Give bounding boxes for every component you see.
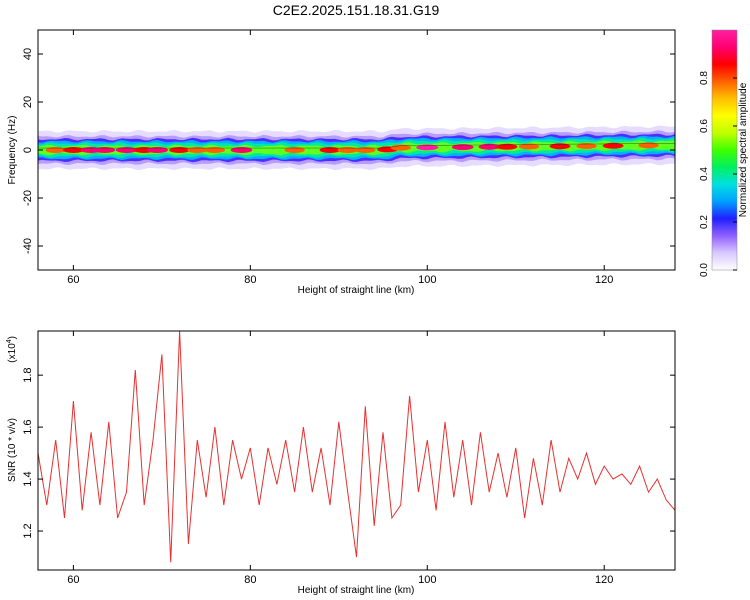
spectrogram-y-tick-label: -40 [22,238,34,254]
spectrogram-hotspot [451,144,474,151]
colorbar-tick-label: 0.6 [699,119,710,133]
colorbar-frame [711,29,738,271]
spectrogram-hotspot [230,147,253,153]
spectrogram-y-tick-label: 40 [22,48,34,60]
spectrogram-x-tick-label: 80 [244,274,256,286]
colorbar-ticks: 0.0 0.2 0.4 0.6 0.8 [699,71,737,277]
chart-title: C2E2.2025.151.18.31.G19 [273,2,440,18]
snr-y-tick-label: 1.2 [22,523,34,538]
spectrogram-hotspot [638,142,659,149]
spectrogram-x-tick-label: 60 [67,274,79,286]
snr-y-tick-label: 1.8 [22,368,34,383]
snr-series-clip [38,331,675,563]
spectrogram-hotspot [496,143,518,150]
colorbar-label: Normalized spectral amplitude [738,82,749,217]
spectrogram-hotspot [355,147,376,153]
spectrogram-y-tick-label: 20 [22,96,34,108]
snr-exponent-prefix: (x10 [7,343,18,363]
colorbar-tick-label: 0.8 [699,71,710,85]
snr-y-tick-label: 1.4 [22,471,34,486]
colorbar-tick-label: 0.2 [699,215,710,229]
svg-text:(x104): (x104) [6,336,18,363]
spectrogram-y-axis-label: Frequency (Hz) [7,116,18,185]
spectrogram-x-axis-label: Height of straight line (km) [298,285,415,296]
spectrogram-hotspot [602,142,624,149]
snr-x-tick-label: 120 [595,574,613,586]
spectrogram-hotspot [337,147,358,153]
spectrogram-hotspot [576,143,597,149]
spectrogram-hotspot [146,147,168,153]
snr-exponent-close: ) [7,336,18,339]
spectrogram-band [38,125,675,171]
spectrogram-hotspot [518,143,540,150]
spectrogram-hotspot [169,147,191,153]
spectrogram-hotspot [478,143,500,150]
snr-exponent-label: (x104) [6,336,18,363]
colorbar-bar [712,30,737,270]
colorbar: 0.0 0.2 0.4 0.6 0.8 Normalized spectral ampl… [699,29,749,277]
spectrogram-ridge-line [38,143,675,149]
spectrogram-y-tick-label: -20 [22,190,34,206]
spectrogram-y-tick-label: 0 [22,147,34,153]
spectrogram-hotspot [115,147,138,153]
spectrogram-y-ticks: 40 20 0 -20 -40 [22,48,675,254]
colorbar-tick-label: 0.4 [699,167,710,181]
spectrogram-panel: 60 80 100 120 40 20 0 -20 -40 Height of straigh… [7,29,676,296]
spectrogram-x-tick-label: 120 [595,274,613,286]
spectrogram-hotspot [319,147,341,153]
spectrogram-hotspot [63,147,84,153]
snr-y-axis-label: SNR (10 * v/v) [7,418,18,482]
spectrogram-hotspot [204,147,226,153]
snr-frame [37,330,676,571]
snr-y-tick-label: 1.6 [22,419,34,434]
spectrogram-hotspot [93,147,116,153]
spectrogram-hotspot [284,147,305,153]
snr-x-ticks: 60 80 100 120 [67,331,613,586]
snr-y-ticks: 1.2 1.4 1.6 1.8 [22,368,675,539]
snr-series-line [38,331,675,563]
spectrogram-hotspot [416,144,439,151]
spectrogram-x-tick-label: 100 [418,274,436,286]
snr-x-tick-label: 100 [418,574,436,586]
spectrogram-x-ticks: 60 80 100 120 [67,30,613,286]
snr-panel: 60 80 100 120 1.2 1.4 1.6 1.8 Height of straig… [6,330,676,596]
colorbar-tick-label: 0.0 [699,263,710,277]
snr-x-axis-label: Height of straight line (km) [298,585,415,596]
spectrogram-hotspot [45,147,66,153]
spectrogram-hotspot [187,147,208,153]
snr-x-tick-label: 60 [67,574,79,586]
spectrogram-hotspot [549,143,571,150]
snr-plot-area [38,331,675,570]
snr-exponent-power: 4 [6,339,13,343]
snr-x-tick-label: 80 [244,574,256,586]
